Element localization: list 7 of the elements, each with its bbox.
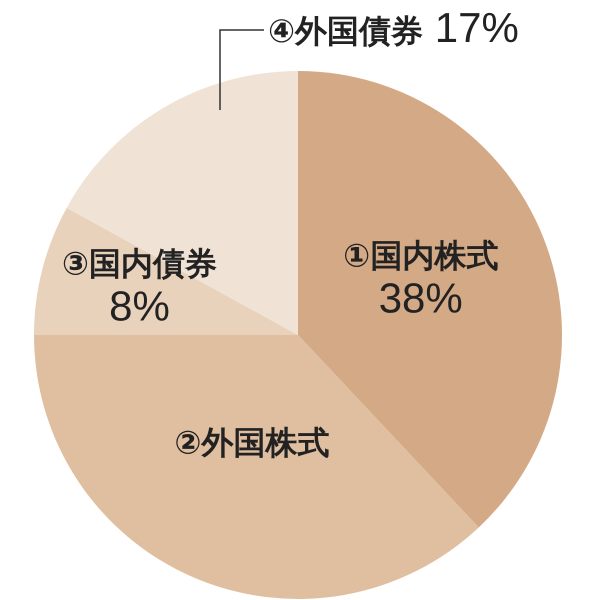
slice-label: ③国内債券 <box>62 244 218 282</box>
data-label: 8% <box>109 282 170 330</box>
data-label: 38% <box>378 274 463 322</box>
slice-label: ④外国債券 <box>268 12 424 50</box>
data-label: 17% <box>423 4 519 51</box>
slice-label: ①国内株式 <box>343 236 498 274</box>
slice-label: ②外国株式 <box>174 424 330 462</box>
